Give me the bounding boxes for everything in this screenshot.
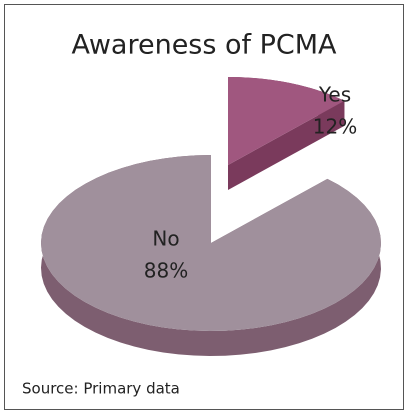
slice <box>41 155 381 356</box>
slice-label: No <box>152 227 179 251</box>
slice-top <box>41 155 381 331</box>
slice-value-label: 88% <box>144 259 188 283</box>
slice-top <box>228 77 345 165</box>
slice <box>228 77 345 190</box>
slice-cut <box>228 100 345 190</box>
chart-title: Awareness of PCMA <box>71 30 337 61</box>
slice-value-label: 12% <box>313 115 357 139</box>
slice-label: Yes <box>318 83 351 107</box>
source-note: Source: Primary data <box>22 380 180 398</box>
